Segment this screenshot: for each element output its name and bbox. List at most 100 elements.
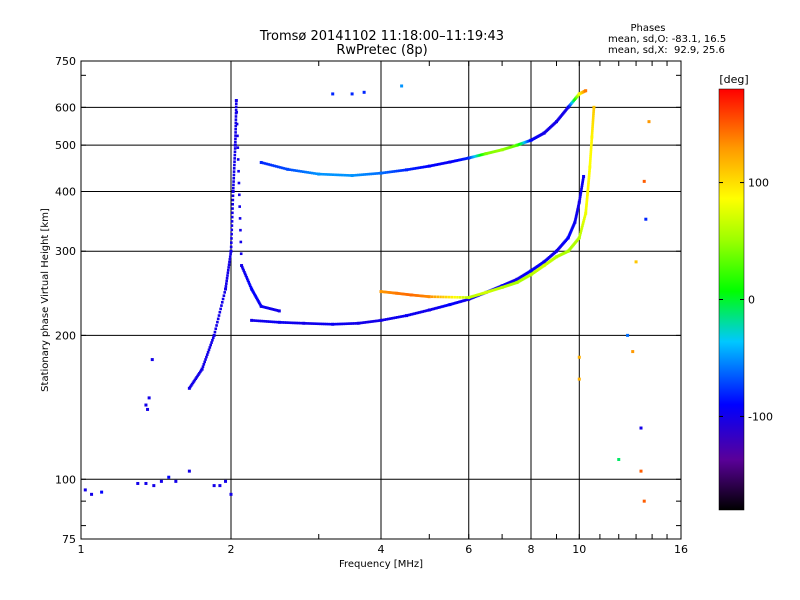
data-point: [237, 181, 241, 185]
data-point: [423, 309, 426, 313]
data-point: [590, 133, 594, 137]
data-point: [280, 166, 284, 170]
data-point: [464, 298, 468, 302]
data-point: [580, 227, 583, 231]
data-point: [426, 165, 429, 168]
data-point: [584, 207, 588, 210]
data-point: [590, 137, 594, 141]
data-point: [461, 296, 465, 299]
data-point: [198, 370, 202, 374]
data-point: [306, 171, 309, 174]
data-point: [581, 177, 585, 180]
data-point: [361, 321, 365, 324]
data-point: [150, 358, 154, 362]
data-point: [219, 307, 222, 311]
data-point: [429, 308, 433, 311]
data-point: [464, 157, 468, 160]
data-point: [235, 111, 239, 114]
data-point: [369, 172, 372, 176]
data-point: [585, 199, 589, 203]
data-point: [590, 144, 593, 147]
data-point: [592, 114, 595, 118]
data-point: [455, 159, 458, 162]
data-point: [386, 170, 390, 174]
data-point: [458, 158, 461, 162]
data-point: [268, 320, 271, 323]
data-point: [227, 266, 230, 269]
data-point: [365, 173, 368, 176]
data-point: [411, 167, 415, 171]
data-point: [451, 302, 454, 306]
data-point: [232, 183, 235, 187]
data-point: [642, 179, 646, 183]
data-point: [626, 333, 630, 337]
y-tick-label: 600: [55, 101, 76, 114]
data-point: [429, 164, 433, 168]
data-point: [432, 163, 436, 167]
data-point: [329, 322, 332, 326]
data-point: [359, 173, 362, 177]
data-point: [308, 322, 312, 325]
data-point: [463, 299, 467, 302]
data-point: [464, 296, 468, 299]
data-point: [204, 358, 207, 361]
data-point: [233, 157, 236, 160]
y-tick-label: 400: [55, 185, 76, 198]
data-point: [354, 173, 358, 177]
data-point: [340, 322, 344, 326]
data-point: [587, 174, 591, 178]
data-point: [439, 162, 443, 166]
data-point: [371, 320, 375, 323]
data-point: [419, 166, 423, 169]
data-point: [310, 322, 314, 325]
data-point: [144, 403, 148, 407]
data-point: [299, 170, 303, 173]
data-point: [579, 193, 582, 197]
data-point: [230, 232, 233, 236]
data-point: [441, 162, 444, 165]
data-point: [381, 318, 385, 322]
data-point: [152, 484, 156, 488]
data-point: [331, 92, 335, 96]
x-axis-label: Frequency [MHz]: [339, 559, 423, 570]
data-point: [427, 308, 431, 312]
data-point: [234, 108, 238, 112]
data-point: [383, 171, 386, 174]
x-axis-ticks: 1 2 4 6 8 10 16: [78, 61, 688, 556]
data-point: [233, 150, 237, 154]
data-point: [592, 105, 596, 109]
data-point: [578, 197, 582, 200]
data-point: [378, 319, 381, 322]
data-point: [331, 173, 335, 176]
data-point: [578, 234, 582, 238]
data-point: [341, 173, 344, 177]
data-point: [295, 321, 299, 325]
data-points: [83, 84, 651, 503]
data-point: [386, 317, 390, 321]
x-tick-label: 10: [572, 543, 586, 556]
y-tick-label: 500: [55, 139, 76, 152]
data-point: [236, 158, 240, 161]
data-point: [413, 312, 416, 315]
data-point: [304, 170, 307, 174]
data-point: [212, 484, 216, 488]
data-point: [445, 161, 449, 164]
data-point: [388, 170, 392, 174]
data-point: [406, 168, 410, 171]
data-point: [264, 320, 267, 323]
y-tick-label: 75: [62, 533, 76, 546]
data-point: [193, 378, 197, 382]
data-point: [248, 284, 252, 288]
data-point: [306, 322, 310, 325]
data-point: [243, 272, 247, 276]
data-point: [379, 318, 383, 322]
data-point: [262, 319, 265, 323]
data-point: [580, 226, 584, 229]
data-point: [430, 295, 434, 299]
data-point: [174, 479, 178, 483]
data-point: [363, 321, 367, 324]
data-point: [233, 143, 237, 147]
data-point: [583, 213, 587, 217]
data-point: [453, 295, 456, 299]
data-point: [353, 322, 356, 325]
